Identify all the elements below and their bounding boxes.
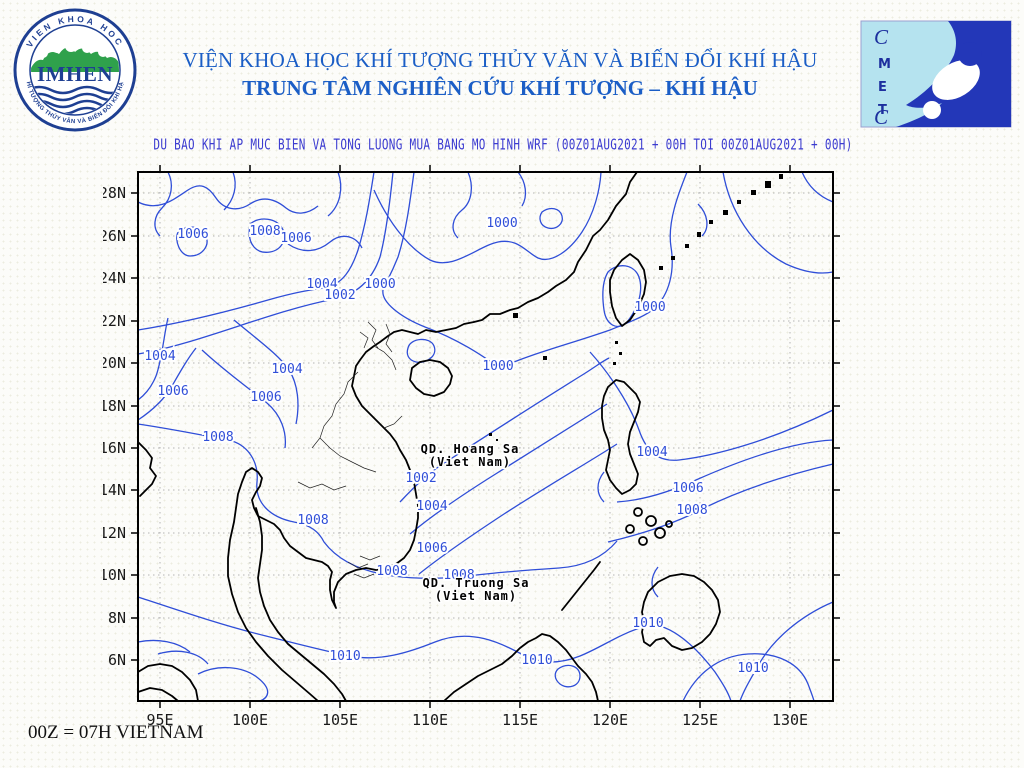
isobar-value-label: 1008 bbox=[297, 513, 328, 528]
lat-tick-label: 8N bbox=[108, 609, 126, 627]
isobar-value-label: 1000 bbox=[364, 277, 395, 292]
lon-tick-label: 100E bbox=[232, 711, 268, 729]
island-annotation: (Viet Nam) bbox=[435, 589, 517, 603]
isobar-value-label: 1006 bbox=[177, 227, 208, 242]
isobar-value-label: 1010 bbox=[632, 616, 663, 631]
lon-tick-label: 120E bbox=[592, 711, 628, 729]
imhen-acronym: IMHEN bbox=[37, 62, 113, 86]
timezone-note: 00Z = 07H VIETNAM bbox=[28, 722, 204, 743]
isobar-value-label: 1006 bbox=[280, 231, 311, 246]
isobar-value-label: 1004 bbox=[271, 362, 302, 377]
lat-tick-label: 24N bbox=[103, 269, 126, 287]
lon-tick-label: 110E bbox=[412, 711, 448, 729]
org-title: VIỆN KHOA HỌC KHÍ TƯỢNG THỦY VĂN VÀ BIẾN… bbox=[182, 48, 818, 72]
pressure-map: 1006 1008 1006 1004 1002 1000 1000 1000 1004 1006… bbox=[99, 158, 863, 743]
lat-tick-label: 10N bbox=[103, 566, 126, 584]
lat-tick-label: 20N bbox=[103, 354, 126, 372]
isobar-contours bbox=[137, 171, 834, 702]
map-frame bbox=[137, 171, 834, 702]
isobar-value-label: 1004 bbox=[636, 445, 667, 460]
center-title: TRUNG TÂM NGHIÊN CỨU KHÍ TƯỢNG – KHÍ HẬU bbox=[242, 76, 758, 100]
isobar-value-label: 1004 bbox=[416, 499, 447, 514]
isobar-value-label: 1008 bbox=[376, 564, 407, 579]
isobar-value-label: 1004 bbox=[144, 349, 175, 364]
admin-boundaries bbox=[297, 321, 403, 579]
isobar-value-label: 1000 bbox=[482, 359, 513, 374]
mountains-shape bbox=[31, 47, 119, 72]
lon-tick-label: 95E bbox=[146, 711, 173, 729]
isobar-value-label: 1008 bbox=[202, 430, 233, 445]
lon-tick-label: 115E bbox=[502, 711, 538, 729]
cmetc-letter: T bbox=[878, 103, 887, 118]
cmetc-letter: M bbox=[878, 57, 891, 72]
imhen-logo-graphic: IMHEN VIEN KHOA HOC KHÍ TƯỢNG THỦY VĂN V… bbox=[11, 4, 137, 132]
lat-tick-label: 18N bbox=[103, 397, 126, 415]
lat-tick-label: 14N bbox=[103, 481, 126, 499]
isobar-value-label: 1010 bbox=[521, 653, 552, 668]
isobar-value-label: 1000 bbox=[486, 216, 517, 231]
lat-tick-label: 26N bbox=[103, 227, 126, 245]
isobar-value-label: 1004 bbox=[306, 277, 337, 292]
cmetc-swoosh-hook bbox=[958, 42, 982, 66]
isobar-value-label: 1010 bbox=[329, 649, 360, 664]
lon-axis-labels: 95E 100E 105E 110E 115E 120E 125E 130E bbox=[146, 711, 808, 729]
lon-tick-label: 130E bbox=[772, 711, 808, 729]
cmetc-letter: C bbox=[874, 105, 889, 128]
isobar-value-label: 1002 bbox=[324, 288, 355, 303]
lat-tick-label: 12N bbox=[103, 524, 126, 542]
isobar-value-label: 1000 bbox=[634, 300, 665, 315]
isobar-value-label: 1008 bbox=[249, 224, 280, 239]
isobar-value-label: 1002 bbox=[405, 471, 436, 486]
lat-tick-label: 16N bbox=[103, 439, 126, 457]
imhen-logo: IMHEN VIEN KHOA HOC KHÍ TƯỢNG THỦY VĂN V… bbox=[11, 4, 137, 132]
axis-ticks bbox=[131, 165, 840, 708]
isobar-value-label: 1008 bbox=[676, 503, 707, 518]
island-annotation: QD. Hoang Sa bbox=[421, 442, 520, 456]
lon-tick-label: 105E bbox=[322, 711, 358, 729]
island-annotation: QD. Truong Sa bbox=[423, 576, 530, 590]
cmetc-swoosh-blob bbox=[932, 60, 980, 100]
cmetc-letter: C bbox=[874, 25, 889, 49]
small-islands bbox=[449, 174, 783, 597]
cloud-scallops bbox=[38, 40, 108, 58]
isobar-value-label: 1006 bbox=[672, 481, 703, 496]
isobar-value-label: 1008 bbox=[443, 568, 474, 583]
lat-tick-label: 28N bbox=[103, 184, 126, 202]
lat-tick-label: 6N bbox=[108, 651, 126, 669]
lat-axis-labels: 28N 26N 24N 22N 20N 18N 16N 14N 12N 10N 8N 6N bbox=[99, 184, 126, 669]
isobar-value-label: 1010 bbox=[737, 661, 768, 676]
island-annotation: (Viet Nam) bbox=[429, 455, 511, 469]
map-subtitle: DU BAO KHI AP MUC BIEN VA TONG LUONG MUA… bbox=[153, 136, 853, 154]
coastlines bbox=[137, 171, 721, 702]
isobar-value-label: 1006 bbox=[250, 390, 281, 405]
isobar-labels: 1006 1008 10061004100210001000100010041006… bbox=[142, 214, 770, 678]
lat-lon-gridlines bbox=[138, 172, 833, 701]
isobar-value-label: 1006 bbox=[416, 541, 447, 556]
map-annotations: QD. Hoang Sa(Viet Nam)QD. Truong Sa(Viet… bbox=[419, 441, 530, 605]
pressure-map-canvas: 1006 1008 10061004100210001000100010041006… bbox=[99, 165, 840, 729]
lon-tick-label: 125E bbox=[682, 711, 718, 729]
cmetc-swoosh-tail bbox=[923, 101, 941, 119]
lat-tick-label: 22N bbox=[103, 312, 126, 330]
cmetc-letter: E bbox=[878, 80, 887, 95]
isobar-value-label: 1006 bbox=[157, 384, 188, 399]
header-titles: VIỆN KHOA HỌC KHÍ TƯỢNG THỦY VĂN VÀ BIẾN… bbox=[0, 48, 1000, 101]
